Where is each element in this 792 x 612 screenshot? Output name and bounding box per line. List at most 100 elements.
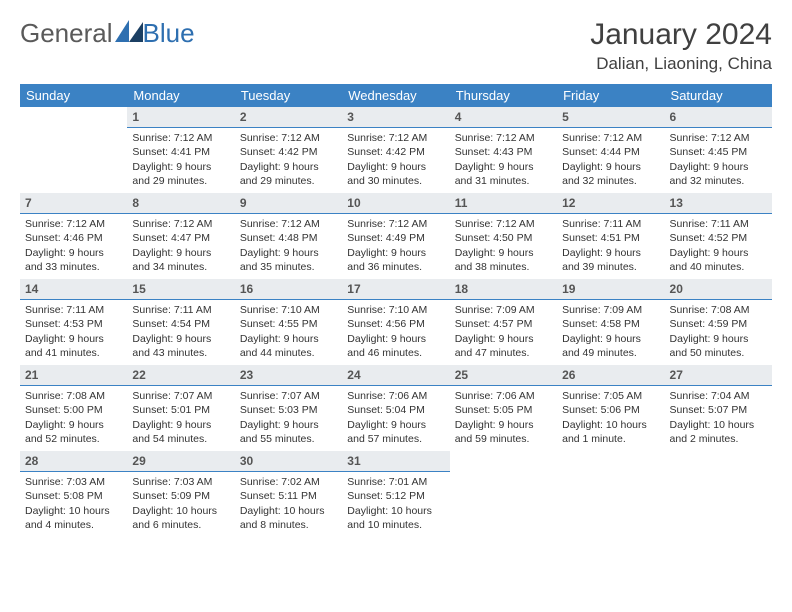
logo: General Blue [20,18,195,49]
day-number: 25 [450,365,557,386]
calendar-cell: 18Sunrise: 7:09 AMSunset: 4:57 PMDayligh… [450,279,557,365]
day-body: Sunrise: 7:04 AMSunset: 5:07 PMDaylight:… [665,386,772,451]
calendar-cell: 12Sunrise: 7:11 AMSunset: 4:51 PMDayligh… [557,193,664,279]
calendar-cell: 24Sunrise: 7:06 AMSunset: 5:04 PMDayligh… [342,365,449,451]
day-body: Sunrise: 7:03 AMSunset: 5:08 PMDaylight:… [20,472,127,537]
calendar-cell: 10Sunrise: 7:12 AMSunset: 4:49 PMDayligh… [342,193,449,279]
weekday-header: Thursday [450,84,557,107]
calendar-cell: 25Sunrise: 7:06 AMSunset: 5:05 PMDayligh… [450,365,557,451]
calendar-cell: 27Sunrise: 7:04 AMSunset: 5:07 PMDayligh… [665,365,772,451]
day-body: Sunrise: 7:01 AMSunset: 5:12 PMDaylight:… [342,472,449,537]
day-body: Sunrise: 7:08 AMSunset: 5:00 PMDaylight:… [20,386,127,451]
day-number: 12 [557,193,664,214]
calendar-table: SundayMondayTuesdayWednesdayThursdayFrid… [20,84,772,537]
day-body: Sunrise: 7:07 AMSunset: 5:01 PMDaylight:… [127,386,234,451]
day-number: 7 [20,193,127,214]
day-body: Sunrise: 7:11 AMSunset: 4:53 PMDaylight:… [20,300,127,365]
calendar-week: 1Sunrise: 7:12 AMSunset: 4:41 PMDaylight… [20,107,772,193]
day-number: 3 [342,107,449,128]
day-number: 19 [557,279,664,300]
calendar-cell: 19Sunrise: 7:09 AMSunset: 4:58 PMDayligh… [557,279,664,365]
calendar-cell: 26Sunrise: 7:05 AMSunset: 5:06 PMDayligh… [557,365,664,451]
day-body: Sunrise: 7:05 AMSunset: 5:06 PMDaylight:… [557,386,664,451]
day-number: 20 [665,279,772,300]
weekday-header: Friday [557,84,664,107]
calendar-cell: 20Sunrise: 7:08 AMSunset: 4:59 PMDayligh… [665,279,772,365]
calendar-cell: 14Sunrise: 7:11 AMSunset: 4:53 PMDayligh… [20,279,127,365]
calendar-cell [20,107,127,193]
calendar-cell: 1Sunrise: 7:12 AMSunset: 4:41 PMDaylight… [127,107,234,193]
calendar-cell: 21Sunrise: 7:08 AMSunset: 5:00 PMDayligh… [20,365,127,451]
day-body: Sunrise: 7:03 AMSunset: 5:09 PMDaylight:… [127,472,234,537]
day-body: Sunrise: 7:07 AMSunset: 5:03 PMDaylight:… [235,386,342,451]
day-body: Sunrise: 7:11 AMSunset: 4:52 PMDaylight:… [665,214,772,279]
calendar-cell: 15Sunrise: 7:11 AMSunset: 4:54 PMDayligh… [127,279,234,365]
day-body: Sunrise: 7:11 AMSunset: 4:51 PMDaylight:… [557,214,664,279]
day-number: 17 [342,279,449,300]
day-body: Sunrise: 7:12 AMSunset: 4:44 PMDaylight:… [557,128,664,193]
day-body: Sunrise: 7:11 AMSunset: 4:54 PMDaylight:… [127,300,234,365]
weekday-header: Monday [127,84,234,107]
month-title: January 2024 [590,18,772,52]
calendar-cell: 3Sunrise: 7:12 AMSunset: 4:42 PMDaylight… [342,107,449,193]
calendar-cell: 4Sunrise: 7:12 AMSunset: 4:43 PMDaylight… [450,107,557,193]
calendar-cell: 29Sunrise: 7:03 AMSunset: 5:09 PMDayligh… [127,451,234,537]
calendar-cell: 8Sunrise: 7:12 AMSunset: 4:47 PMDaylight… [127,193,234,279]
calendar-cell [450,451,557,537]
calendar-cell: 31Sunrise: 7:01 AMSunset: 5:12 PMDayligh… [342,451,449,537]
day-number: 24 [342,365,449,386]
day-body: Sunrise: 7:09 AMSunset: 4:58 PMDaylight:… [557,300,664,365]
calendar-week: 7Sunrise: 7:12 AMSunset: 4:46 PMDaylight… [20,193,772,279]
calendar-cell [557,451,664,537]
day-number: 14 [20,279,127,300]
day-number: 5 [557,107,664,128]
weekday-header: Sunday [20,84,127,107]
day-body: Sunrise: 7:12 AMSunset: 4:46 PMDaylight:… [20,214,127,279]
logo-text-blue: Blue [143,18,195,49]
day-body: Sunrise: 7:10 AMSunset: 4:56 PMDaylight:… [342,300,449,365]
day-number: 11 [450,193,557,214]
calendar-week: 28Sunrise: 7:03 AMSunset: 5:08 PMDayligh… [20,451,772,537]
day-number: 21 [20,365,127,386]
day-body: Sunrise: 7:09 AMSunset: 4:57 PMDaylight:… [450,300,557,365]
calendar-cell: 28Sunrise: 7:03 AMSunset: 5:08 PMDayligh… [20,451,127,537]
day-number: 16 [235,279,342,300]
calendar-cell: 17Sunrise: 7:10 AMSunset: 4:56 PMDayligh… [342,279,449,365]
day-body: Sunrise: 7:12 AMSunset: 4:47 PMDaylight:… [127,214,234,279]
calendar-week: 14Sunrise: 7:11 AMSunset: 4:53 PMDayligh… [20,279,772,365]
day-number: 29 [127,451,234,472]
day-body: Sunrise: 7:12 AMSunset: 4:48 PMDaylight:… [235,214,342,279]
day-number: 22 [127,365,234,386]
location: Dalian, Liaoning, China [590,54,772,74]
day-body: Sunrise: 7:12 AMSunset: 4:42 PMDaylight:… [342,128,449,193]
day-body: Sunrise: 7:12 AMSunset: 4:49 PMDaylight:… [342,214,449,279]
day-number: 27 [665,365,772,386]
day-body: Sunrise: 7:06 AMSunset: 5:05 PMDaylight:… [450,386,557,451]
logo-text-general: General [20,18,113,49]
day-number: 30 [235,451,342,472]
day-number: 4 [450,107,557,128]
calendar-cell [665,451,772,537]
day-body: Sunrise: 7:12 AMSunset: 4:45 PMDaylight:… [665,128,772,193]
calendar-cell: 9Sunrise: 7:12 AMSunset: 4:48 PMDaylight… [235,193,342,279]
day-number: 23 [235,365,342,386]
weekday-header: Tuesday [235,84,342,107]
day-number: 13 [665,193,772,214]
day-number: 9 [235,193,342,214]
calendar-cell: 5Sunrise: 7:12 AMSunset: 4:44 PMDaylight… [557,107,664,193]
weekday-header-row: SundayMondayTuesdayWednesdayThursdayFrid… [20,84,772,107]
calendar-cell: 2Sunrise: 7:12 AMSunset: 4:42 PMDaylight… [235,107,342,193]
day-body: Sunrise: 7:08 AMSunset: 4:59 PMDaylight:… [665,300,772,365]
calendar-body: 1Sunrise: 7:12 AMSunset: 4:41 PMDaylight… [20,107,772,537]
day-body: Sunrise: 7:06 AMSunset: 5:04 PMDaylight:… [342,386,449,451]
day-body: Sunrise: 7:10 AMSunset: 4:55 PMDaylight:… [235,300,342,365]
weekday-header: Wednesday [342,84,449,107]
day-number: 26 [557,365,664,386]
day-body: Sunrise: 7:12 AMSunset: 4:41 PMDaylight:… [127,128,234,193]
day-number: 18 [450,279,557,300]
day-body: Sunrise: 7:12 AMSunset: 4:42 PMDaylight:… [235,128,342,193]
calendar-cell: 22Sunrise: 7:07 AMSunset: 5:01 PMDayligh… [127,365,234,451]
header: General Blue January 2024 Dalian, Liaoni… [20,18,772,74]
day-number: 28 [20,451,127,472]
weekday-header: Saturday [665,84,772,107]
